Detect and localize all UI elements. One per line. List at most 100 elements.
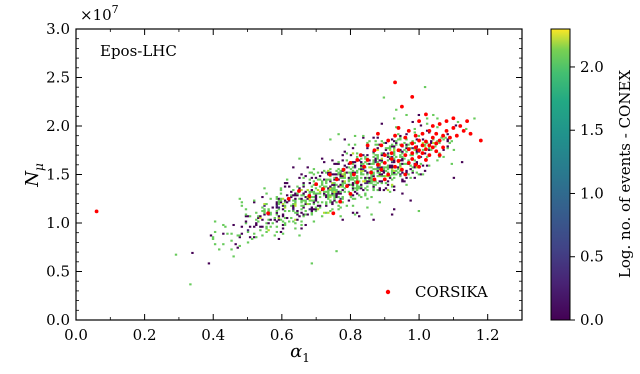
heatmap-cell [395,173,398,176]
heatmap-cell [283,206,287,209]
heatmap-cell [337,208,340,211]
heatmap-cell [257,216,260,220]
heatmap-cell [362,134,365,137]
heatmap-cell [380,159,384,162]
heatmap-cell [411,166,414,169]
heatmap-cell [269,213,272,216]
heatmap-cell [300,211,303,214]
heatmap-cell [395,169,398,172]
heatmap-cell [294,222,297,225]
heatmap-cell [360,168,363,171]
heatmap-cell [261,225,264,228]
heatmap-cell [405,138,408,141]
heatmap-cell [308,171,311,174]
heatmap-cell [351,194,355,197]
x-axis-label: α1 [290,341,310,365]
corsika-point [348,192,353,196]
heatmap-cell [347,199,351,202]
corsika-point [448,135,452,140]
colorbar-label: Log. no. of events - CONEX [616,70,634,279]
heatmap-cell [399,164,402,167]
heatmap-cell [304,199,307,202]
heatmap-cell [380,122,384,125]
heatmap-cell [405,169,408,172]
heatmap-cell [333,185,336,188]
heatmap-cell [329,199,332,202]
heatmap-cell [323,194,326,197]
corsika-point [444,128,449,133]
heatmap-cell [257,215,260,218]
heatmap-cell [423,152,427,155]
heatmap-cell [279,230,283,233]
heatmap-cell [355,185,359,188]
heatmap-cell [261,196,264,199]
corsika-point [297,189,301,193]
corsika-point [345,184,349,189]
heatmap-cell [255,211,258,214]
heatmap-cell [306,189,309,192]
heatmap-cell [376,189,379,192]
heatmap-cell [304,203,307,206]
heatmap-cell [285,216,289,220]
heatmap-cell [253,236,256,239]
heatmap-cell [339,192,342,195]
heatmap-cell [351,152,355,155]
heatmap-cell [275,203,279,206]
corsika-point [434,141,439,146]
y-tick-label: 3.0 [46,20,70,38]
heatmap-cell [360,161,363,164]
heatmap-cell [283,222,287,225]
heatmap-cell [300,208,303,211]
heatmap-cell [393,171,396,174]
heatmap-cell [329,187,332,190]
heatmap-cell [380,140,384,143]
heatmap-cell [351,162,355,165]
heatmap-cell [428,164,431,167]
heatmap-cell [263,208,266,211]
heatmap-cell [450,162,453,165]
heatmap-cell [333,183,336,186]
heatmap-cell [275,213,279,216]
heatmap-cell [401,178,404,181]
heatmap-cell [360,173,363,176]
heatmap-cell [380,152,384,155]
corsika-point [355,180,360,185]
heatmap-cell [382,189,386,192]
heatmap-cell [246,230,250,233]
heatmap-cell [360,176,363,179]
corsika-point [420,131,425,136]
heatmap-cell [415,152,419,155]
heatmap-cell [362,162,365,165]
heatmap-cell [329,201,332,204]
heatmap-cell [393,176,396,179]
corsika-point [427,128,432,133]
heatmap-cell [395,155,398,158]
corsika-point [382,160,387,165]
heatmap-cell [395,141,398,144]
corsika-point [396,126,401,130]
heatmap-cell [327,178,330,181]
heatmap-cell [277,216,281,220]
heatmap-cell [372,171,375,174]
heatmap-cell [401,150,404,153]
x-tick-label: 0.0 [64,326,88,344]
heatmap-cell [382,141,386,144]
corsika-point [424,112,428,117]
heatmap-cell [393,154,396,157]
heatmap-cell [263,203,266,206]
corsika-point [413,145,418,150]
heatmap-cell [312,220,316,223]
heatmap-cell [331,208,334,211]
heatmap-cell [337,171,340,174]
heatmap-cell [446,133,449,136]
heatmap-cell [281,220,285,223]
heatmap-cell [283,201,287,204]
heatmap-cell [366,197,369,200]
heatmap-cell [310,262,314,265]
heatmap-cell [390,138,394,141]
corsika-point [430,124,435,128]
heatmap-cell [341,196,344,199]
heatmap-cell [370,176,373,179]
heatmap-cell [327,190,330,193]
